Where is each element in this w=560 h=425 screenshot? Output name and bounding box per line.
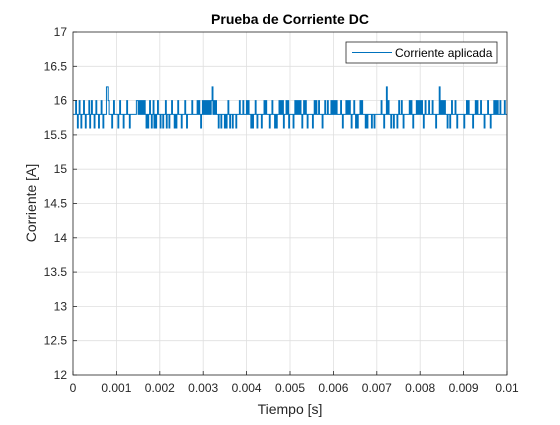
y-tick-label: 16: [54, 94, 68, 108]
x-tick-label: 0.01: [495, 381, 519, 395]
x-tick-label: 0.009: [449, 381, 479, 395]
y-axis-label: Corriente [A]: [23, 164, 39, 243]
x-tick-label: 0.005: [275, 381, 305, 395]
x-tick-label: 0.008: [405, 381, 435, 395]
x-tick-labels: 0 0.001 0.002 0.003 0.004 0.005 0.006 0.007 0.00…: [70, 371, 519, 395]
legend[interactable]: Corriente aplicada: [345, 41, 498, 64]
legend-box: [345, 41, 498, 64]
y-tick-label: 15.5: [44, 128, 68, 142]
series-layer: [73, 86, 507, 129]
y-tick-label: 13.5: [44, 265, 68, 279]
y-tick-label: 17: [54, 25, 68, 39]
y-tick-label: 12: [54, 368, 68, 382]
y-tick-label: 12.5: [44, 334, 68, 348]
series-line: [73, 86, 507, 129]
y-tick-label: 14: [54, 231, 68, 245]
x-tick-label: 0: [70, 381, 77, 395]
x-tick-label: 0.006: [318, 381, 348, 395]
x-axis-label: Tiempo [s]: [258, 401, 323, 417]
y-tick-labels: 12 12.5 13 13.5 14 14.5 15 15.5 16 16.5 17: [44, 25, 77, 382]
y-tick-label: 16.5: [44, 59, 68, 73]
y-tick-label: 15: [54, 162, 68, 176]
x-tick-label: 0.007: [362, 381, 392, 395]
legend-series-label: Corriente aplicada: [395, 46, 493, 60]
x-tick-label: 0.003: [188, 381, 218, 395]
y-tick-label: 13: [54, 299, 68, 313]
y-tick-label: 14.5: [44, 197, 68, 211]
x-tick-label: 0.004: [232, 381, 262, 395]
x-tick-label: 0.001: [101, 381, 131, 395]
x-tick-label: 0.002: [145, 381, 175, 395]
chart-title: Prueba de Corriente DC: [211, 11, 369, 27]
